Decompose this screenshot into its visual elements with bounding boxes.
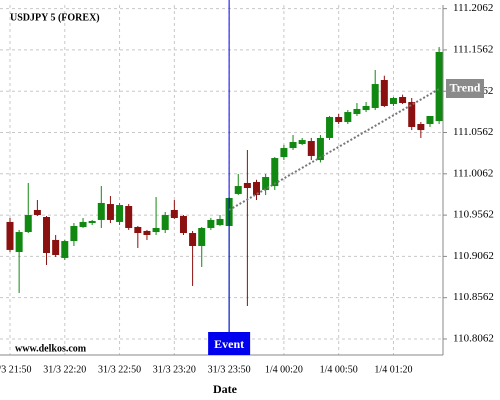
candle-body	[134, 226, 142, 234]
trend-label: Trend	[450, 81, 481, 95]
candle-body	[15, 232, 23, 253]
event-label: Event	[214, 337, 244, 351]
x-tick-label: 1/4 01:20	[374, 364, 412, 375]
candle-body	[262, 177, 270, 190]
trend-box	[446, 78, 484, 98]
candle-body	[253, 181, 261, 196]
candle-body	[408, 102, 416, 127]
x-tick-label: 1/4 00:50	[320, 364, 358, 375]
grid	[0, 5, 443, 355]
candle-body	[316, 137, 324, 161]
candle-body	[271, 158, 279, 187]
candle-body	[380, 79, 388, 107]
candle-body	[280, 148, 288, 158]
y-tick-label: 110.8562	[453, 291, 494, 303]
candle-body	[143, 230, 151, 236]
x-tick-label: 31/3 23:20	[153, 364, 196, 375]
y-tick-label: 110.9562	[453, 209, 494, 221]
candle-body	[435, 51, 443, 122]
x-tick-label: 1/4 00:20	[265, 364, 303, 375]
candle-body	[307, 141, 315, 156]
candle-body	[399, 97, 407, 104]
candle-body	[106, 204, 114, 220]
candle-body	[125, 206, 133, 228]
candle-body	[33, 209, 41, 216]
candle-body	[298, 140, 306, 144]
event-box	[208, 332, 251, 355]
y-tick-label: 110.9062	[453, 250, 494, 262]
labels: Event Trend	[208, 78, 484, 355]
candle-body	[216, 218, 224, 226]
trend-line	[228, 88, 440, 211]
candle-body	[243, 182, 251, 189]
candle-body	[189, 233, 197, 246]
x-axis-title: Date	[213, 382, 238, 396]
y-tick-label: 111.0062	[453, 167, 493, 179]
chart-title: USDJPY 5 (FOREX)	[10, 12, 100, 23]
y-tick-label: 111.1562	[453, 43, 493, 55]
candle-body	[389, 97, 397, 105]
x-tick-label: 31/3 22:20	[43, 364, 86, 375]
candle-body	[61, 241, 69, 258]
candle-body	[116, 205, 124, 222]
candle-body	[179, 216, 187, 234]
candle-body	[198, 227, 206, 246]
y-tick-label: 111.0562	[453, 126, 493, 138]
candle-body	[43, 216, 51, 254]
candle-body	[344, 112, 352, 123]
candle-body	[335, 116, 343, 123]
candle-body	[152, 227, 160, 233]
candle-body	[234, 186, 242, 194]
candle-body	[353, 108, 361, 115]
candle-body	[52, 239, 60, 255]
candle-body	[170, 209, 178, 218]
overlays	[228, 0, 440, 355]
candle-body	[326, 116, 334, 138]
candle-body	[426, 115, 434, 125]
candle-body	[207, 219, 215, 228]
candle-body	[88, 220, 96, 224]
candle-body	[362, 106, 370, 111]
y-tick-label: 110.8062	[453, 333, 494, 345]
y-tick-label: 111.2062	[453, 2, 493, 14]
x-tick-label: 31/3 22:50	[98, 364, 141, 375]
candle-body	[289, 142, 297, 149]
candle-body	[417, 124, 425, 131]
candle-body	[24, 215, 32, 233]
watermark: www.delkos.com	[15, 343, 87, 354]
candle-body	[161, 215, 169, 230]
candle-body	[6, 221, 14, 250]
x-tick-label: 31/3 23:50	[208, 364, 251, 375]
x-tick-label: 31/3 21:50	[0, 364, 32, 375]
candle-body	[79, 221, 87, 227]
candle-body	[371, 84, 379, 108]
candle-body	[70, 226, 78, 242]
candle-body	[97, 202, 105, 220]
